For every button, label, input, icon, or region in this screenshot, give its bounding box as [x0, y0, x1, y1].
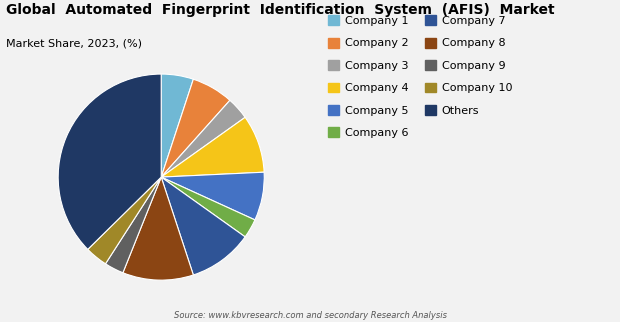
- Text: Source: www.kbvresearch.com and secondary Research Analysis: Source: www.kbvresearch.com and secondar…: [174, 311, 446, 320]
- Text: Market Share, 2023, (%): Market Share, 2023, (%): [6, 39, 142, 49]
- Wedge shape: [161, 172, 264, 220]
- Wedge shape: [161, 100, 245, 177]
- Wedge shape: [123, 177, 193, 280]
- Text: Global  Automated  Fingerprint  Identification  System  (AFIS)  Market: Global Automated Fingerprint Identificat…: [6, 3, 555, 17]
- Wedge shape: [161, 79, 230, 177]
- Wedge shape: [105, 177, 161, 273]
- Wedge shape: [88, 177, 161, 264]
- Wedge shape: [161, 74, 193, 177]
- Wedge shape: [161, 117, 264, 177]
- Wedge shape: [161, 177, 245, 275]
- Wedge shape: [58, 74, 161, 249]
- Wedge shape: [161, 177, 255, 237]
- Legend: Company 1, Company 2, Company 3, Company 4, Company 5, Company 6, Company 7, Com: Company 1, Company 2, Company 3, Company…: [328, 15, 512, 138]
